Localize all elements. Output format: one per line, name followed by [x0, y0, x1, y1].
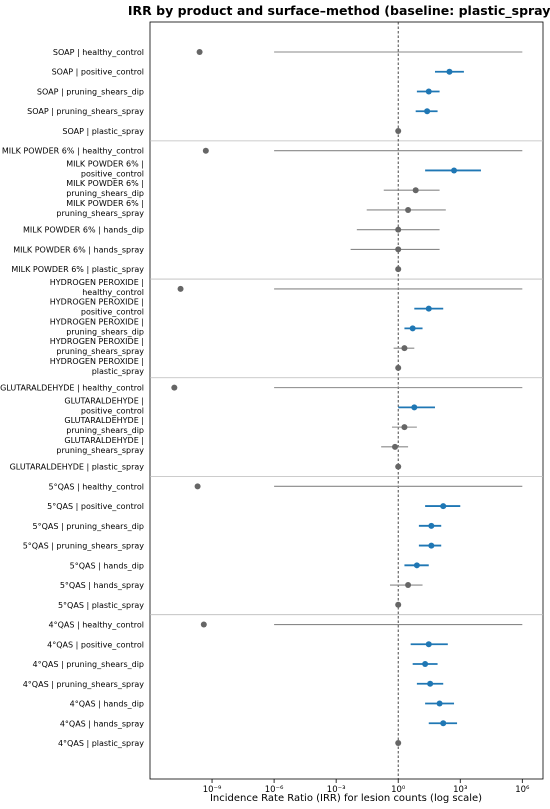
row-label: MILK POWDER 6% | hands_spray	[13, 245, 144, 254]
row-label: 5°QAS | pruning_shears_dip	[33, 522, 145, 531]
point-estimate	[409, 325, 416, 332]
x-axis-ticks: 10⁻⁹ 10⁻⁶ 10⁻³ 10⁰ 10³ 10⁶	[203, 779, 530, 795]
row-label: pruning_shears_dip	[66, 426, 144, 435]
point-estimate	[436, 700, 443, 707]
row-label: positive_control	[81, 169, 144, 178]
x-tick-label: 10⁻⁹	[203, 785, 222, 795]
row-label: plastic_spray	[92, 367, 145, 376]
row-labels: SOAP | healthy_control SOAP | positive_co…	[0, 48, 144, 748]
point-estimate	[401, 424, 408, 431]
row-label: 5°QAS | pruning_shears_spray	[23, 542, 145, 551]
row-label: positive_control	[81, 308, 144, 317]
row-label: 5°QAS | hands_dip	[70, 561, 144, 570]
row-label: pruning_shears_spray	[56, 209, 144, 218]
x-tick-label: 10⁶	[515, 785, 530, 795]
point-estimate	[412, 187, 419, 194]
row-label: pruning_shears_spray	[56, 446, 144, 455]
point-estimate	[200, 621, 207, 628]
row-label: MILK POWDER 6% | hands_dip	[23, 226, 144, 235]
point-estimate	[395, 226, 402, 233]
point-estimate	[428, 542, 435, 549]
point-estimates	[171, 49, 458, 746]
row-label: GLUTARALDEHYDE | plastic_spray	[10, 463, 145, 472]
point-estimate	[425, 88, 432, 95]
row-label: 5°QAS | plastic_spray	[58, 601, 144, 610]
row-label: 4°QAS | pruning_shears_spray	[23, 680, 145, 689]
group-separators	[150, 140, 543, 616]
point-estimate	[401, 345, 408, 352]
point-estimate	[395, 463, 402, 470]
point-estimate	[177, 285, 184, 292]
row-label: pruning_shears_dip	[66, 327, 144, 336]
row-label: HYDROGEN PEROXIDE |	[50, 278, 144, 287]
row-label: GLUTARALDEHYDE | healthy_control	[0, 384, 144, 393]
point-estimate	[392, 443, 399, 450]
row-label: GLUTARALDEHYDE |	[64, 396, 144, 405]
point-estimate	[196, 49, 203, 55]
row-label: SOAP | plastic_spray	[62, 127, 144, 136]
row-label: 4°QAS | healthy_control	[48, 621, 144, 630]
row-label: MILK POWDER 6% | healthy_control	[2, 147, 144, 156]
point-estimate	[171, 384, 178, 391]
x-tick-label: 10⁻³	[327, 785, 346, 795]
chart-title: IRR by product and surface–method (basel…	[128, 3, 550, 19]
row-label: MILK POWDER 6% |	[66, 179, 144, 188]
x-tick-label: 10³	[453, 785, 467, 795]
point-estimate	[395, 364, 402, 371]
row-label: pruning_shears_dip	[66, 189, 144, 198]
x-tick-label: 10⁻⁶	[265, 785, 284, 795]
row-label: 4°QAS | pruning_shears_dip	[33, 660, 145, 669]
point-estimate	[413, 562, 420, 569]
row-label: healthy_control	[82, 288, 144, 297]
point-estimate	[424, 108, 431, 115]
row-label: HYDROGEN PEROXIDE |	[50, 298, 144, 307]
point-estimate	[202, 147, 209, 154]
row-label: SOAP | positive_control	[52, 68, 144, 77]
row-label: MILK POWDER 6% |	[66, 159, 144, 168]
point-estimate	[405, 206, 412, 213]
row-label: 5°QAS | hands_spray	[60, 581, 144, 590]
row-label: SOAP | pruning_shears_spray	[27, 107, 144, 116]
point-estimate	[395, 266, 402, 273]
x-tick-label: 10⁰	[391, 785, 406, 795]
point-estimate	[395, 246, 402, 253]
point-estimate	[194, 483, 201, 490]
row-label: HYDROGEN PEROXIDE |	[50, 357, 144, 366]
row-label: 5°QAS | positive_control	[47, 502, 144, 511]
point-estimate	[395, 127, 402, 134]
point-estimate	[425, 641, 432, 648]
point-estimate	[427, 680, 434, 687]
row-label: positive_control	[81, 406, 144, 415]
point-estimate	[425, 305, 432, 312]
row-label: SOAP | pruning_shears_dip	[37, 87, 144, 96]
point-estimate	[428, 522, 435, 529]
row-label: MILK POWDER 6% |	[66, 199, 144, 208]
point-estimate	[451, 167, 458, 174]
point-estimate	[440, 720, 447, 727]
row-label: GLUTARALDEHYDE |	[64, 416, 144, 425]
point-estimate	[395, 601, 402, 608]
row-label: 4°QAS | plastic_spray	[58, 739, 144, 748]
row-label: 4°QAS | positive_control	[47, 640, 144, 649]
row-label: pruning_shears_spray	[56, 347, 144, 356]
point-estimate	[405, 582, 412, 589]
row-label: SOAP | healthy_control	[53, 48, 144, 57]
plot-frame	[149, 21, 544, 780]
row-label: 5°QAS | healthy_control	[48, 482, 144, 491]
x-axis-title: Incidence Rate Ratio (IRR) for lesion co…	[210, 793, 482, 804]
point-estimate	[446, 68, 453, 75]
point-estimate	[422, 661, 429, 668]
point-estimate	[440, 503, 447, 510]
point-estimate	[395, 740, 402, 746]
row-label: HYDROGEN PEROXIDE |	[50, 317, 144, 326]
row-label: 4°QAS | hands_dip	[70, 700, 144, 709]
point-estimate	[411, 404, 418, 411]
row-label: MILK POWDER 6% | plastic_spray	[11, 265, 144, 274]
row-label: 4°QAS | hands_spray	[60, 719, 144, 728]
row-label: HYDROGEN PEROXIDE |	[50, 337, 144, 346]
row-label: GLUTARALDEHYDE |	[64, 436, 144, 445]
